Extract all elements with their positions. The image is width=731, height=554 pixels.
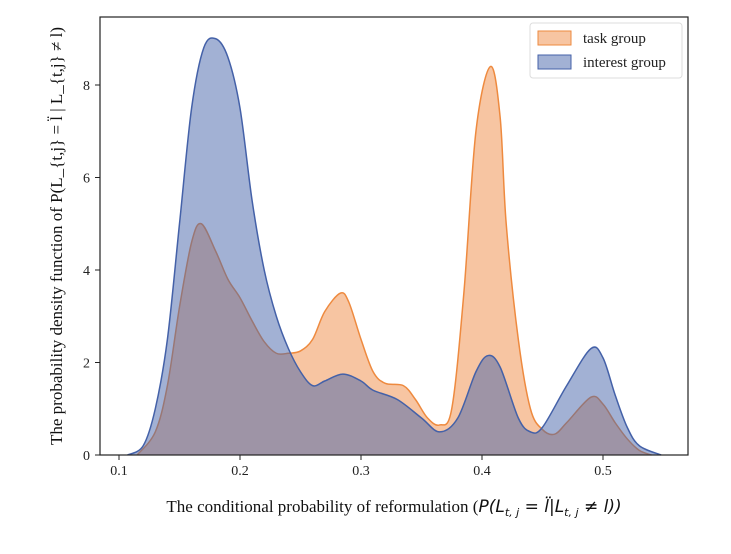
legend-swatch-task-group — [537, 30, 572, 46]
x-tick-label: 0.4 — [473, 464, 491, 479]
y-tick-label: 4 — [83, 264, 90, 279]
y-axis-label: The probability density function of P(L_… — [47, 27, 66, 445]
legend: task group interest group — [529, 22, 683, 79]
y-tick-label: 6 — [83, 172, 90, 187]
plot-area — [127, 37, 662, 456]
x-axis-label: The conditional probability of reformula… — [166, 496, 621, 519]
x-axis: 0.1 0.2 0.3 0.4 0.5 — [110, 455, 612, 479]
x-tick-label: 0.1 — [110, 464, 128, 479]
y-tick-label: 0 — [83, 449, 90, 464]
x-tick-label: 0.3 — [352, 464, 370, 479]
y-axis: 0 2 4 6 8 — [83, 79, 100, 464]
legend-label-task-group: task group — [583, 31, 646, 47]
y-tick-label: 8 — [83, 79, 90, 94]
legend-label-interest-group: interest group — [583, 55, 666, 71]
legend-swatch-interest-group — [537, 54, 572, 70]
area-interest-group — [127, 37, 662, 456]
line-interest-group — [127, 37, 662, 456]
axes-frame — [99, 16, 689, 456]
y-tick-label: 2 — [83, 357, 90, 372]
x-tick-label: 0.2 — [231, 464, 249, 479]
x-tick-label: 0.5 — [594, 464, 612, 479]
